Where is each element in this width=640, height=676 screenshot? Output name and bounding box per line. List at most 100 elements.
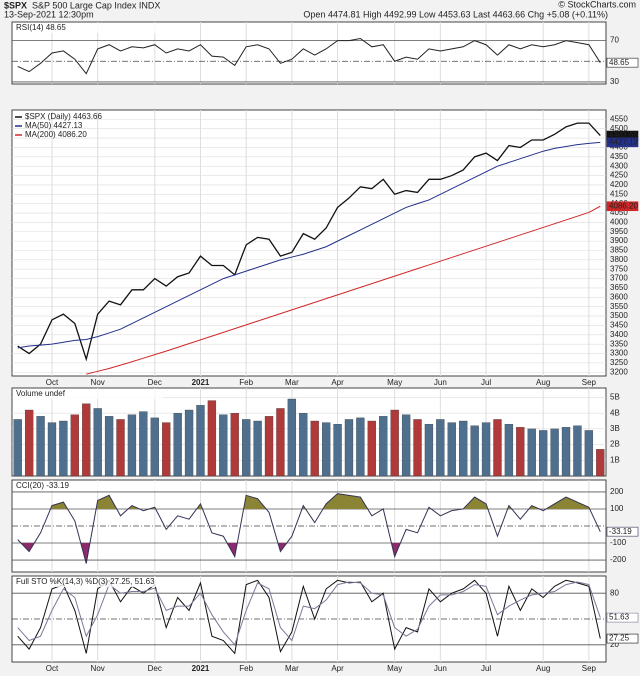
series-line bbox=[17, 579, 601, 655]
y-tick-label: 70 bbox=[610, 36, 619, 45]
y-tick-label: 3550 bbox=[610, 302, 628, 311]
series-line bbox=[17, 38, 601, 75]
volume-bar bbox=[116, 419, 125, 477]
volume-bar bbox=[139, 411, 148, 477]
panel-title-bg bbox=[13, 577, 163, 587]
series-line bbox=[86, 205, 601, 375]
y-tick-label: 2B bbox=[610, 440, 620, 449]
volume-bar bbox=[36, 416, 45, 477]
volume-bar bbox=[424, 423, 434, 477]
volume-bar bbox=[82, 403, 91, 477]
volume-bar bbox=[447, 422, 456, 477]
volume-bar bbox=[516, 427, 525, 477]
y-tick-label: -200 bbox=[610, 555, 627, 564]
y-tick-label: 3B bbox=[610, 424, 620, 433]
volume-bar bbox=[367, 420, 376, 477]
x-tick-label: 2021 bbox=[192, 664, 210, 673]
x-tick-label: Sep bbox=[582, 378, 597, 387]
legend-label: $SPX (Daily) 4463.66 bbox=[25, 112, 102, 121]
volume-bar bbox=[93, 408, 102, 477]
volume-bar bbox=[401, 414, 411, 477]
panel-title: Full STO %K(14,3) %D(3) 27.25, 51.63 bbox=[16, 577, 155, 586]
volume-bar bbox=[356, 417, 365, 477]
x-tick-label: Dec bbox=[148, 378, 162, 387]
volume-bar bbox=[162, 422, 171, 477]
y-tick-label: 3500 bbox=[610, 311, 628, 320]
series-line bbox=[17, 493, 601, 564]
y-tick-label: 20 bbox=[610, 640, 619, 649]
y-tick-label: 30 bbox=[610, 77, 619, 86]
volume-bar bbox=[573, 425, 582, 477]
x-tick-label: Mar bbox=[285, 664, 299, 673]
end-value-label: 27.25 bbox=[609, 634, 630, 643]
volume-bar bbox=[596, 449, 605, 477]
volume-bar bbox=[321, 422, 331, 477]
volume-bar bbox=[379, 416, 388, 477]
y-tick-label: 4300 bbox=[610, 161, 628, 170]
volume-bar bbox=[299, 412, 308, 477]
y-tick-label: 4250 bbox=[610, 171, 628, 180]
symbol-name: S&P 500 Large Cap Index INDX bbox=[32, 0, 160, 10]
y-tick-label: 3600 bbox=[610, 292, 628, 301]
y-tick-label: 4050 bbox=[610, 208, 628, 217]
end-value-label: 4086.20 bbox=[609, 201, 638, 210]
volume-bar bbox=[344, 419, 354, 477]
series-line bbox=[17, 122, 601, 362]
x-tick-label: May bbox=[387, 378, 402, 387]
volume-bar bbox=[504, 423, 514, 477]
x-tick-label: Dec bbox=[148, 664, 162, 673]
y-tick-label: 3450 bbox=[610, 321, 628, 330]
x-tick-label: Feb bbox=[239, 378, 253, 387]
x-tick-label: Oct bbox=[46, 664, 59, 673]
volume-bar bbox=[70, 414, 79, 477]
x-tick-label: Apr bbox=[331, 378, 344, 387]
volume-bar bbox=[47, 422, 57, 477]
y-tick-label: 3950 bbox=[610, 227, 628, 236]
x-tick-label: Aug bbox=[536, 378, 550, 387]
volume-bar bbox=[287, 398, 297, 477]
x-tick-label: Mar bbox=[285, 378, 299, 387]
y-tick-label: 3300 bbox=[610, 349, 628, 358]
x-tick-label: Jul bbox=[481, 664, 491, 673]
y-tick-label: 3750 bbox=[610, 264, 628, 273]
y-tick-label: 4500 bbox=[610, 124, 628, 133]
y-tick-label: 3700 bbox=[610, 274, 628, 283]
volume-bar bbox=[550, 428, 559, 477]
x-tick-label: Nov bbox=[91, 664, 105, 673]
panel-frame bbox=[11, 109, 607, 377]
volume-bar bbox=[333, 423, 342, 477]
end-value-box bbox=[606, 137, 639, 148]
volume-bar bbox=[173, 412, 182, 477]
x-tick-label: Nov bbox=[91, 378, 105, 387]
volume-bar bbox=[150, 417, 159, 477]
y-tick-label: 4550 bbox=[610, 114, 628, 123]
y-tick-label: 3200 bbox=[610, 367, 628, 376]
y-tick-label: 3650 bbox=[610, 283, 628, 292]
volume-bar bbox=[264, 416, 274, 477]
y-tick-label: 3250 bbox=[610, 358, 628, 367]
volume-bar bbox=[310, 420, 319, 477]
y-tick-label: 4200 bbox=[610, 180, 628, 189]
y-tick-label: 3400 bbox=[610, 330, 628, 339]
x-tick-label: Apr bbox=[331, 664, 344, 673]
volume-bar bbox=[13, 419, 22, 477]
end-value-label: 51.63 bbox=[609, 613, 630, 622]
volume-bar bbox=[470, 425, 479, 477]
y-tick-label: 200 bbox=[610, 487, 624, 496]
volume-bar bbox=[207, 400, 217, 477]
end-value-label: -33.19 bbox=[609, 527, 632, 536]
y-tick-label: -100 bbox=[610, 538, 627, 547]
volume-bar bbox=[196, 405, 205, 477]
volume-bar bbox=[584, 430, 594, 477]
volume-bar bbox=[24, 409, 34, 477]
series-line bbox=[17, 581, 601, 646]
panel-title: CCI(20) -33.19 bbox=[16, 481, 69, 490]
volume-bar bbox=[59, 420, 68, 477]
volume-bar bbox=[459, 420, 468, 477]
y-tick-label: 3850 bbox=[610, 246, 628, 255]
y-tick-label: 4000 bbox=[610, 218, 628, 227]
volume-bar bbox=[230, 412, 239, 477]
symbol: $SPX bbox=[4, 0, 27, 10]
volume-bar bbox=[539, 430, 548, 477]
